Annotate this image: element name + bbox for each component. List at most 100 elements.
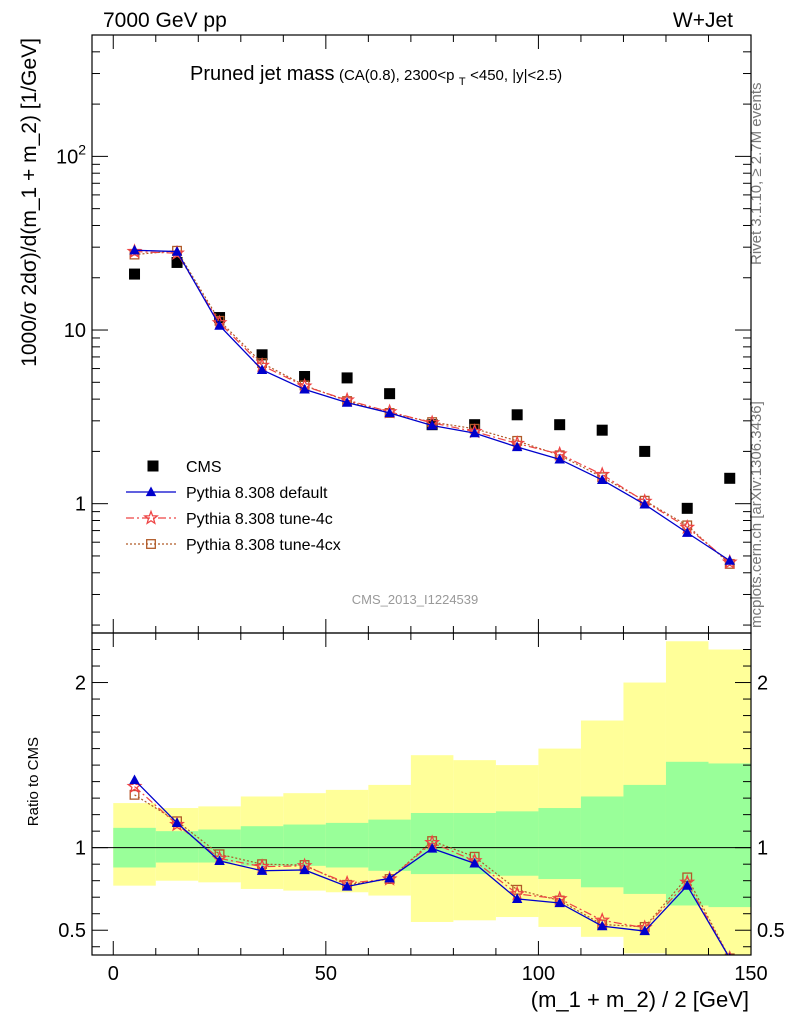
rivet-label: Rivet 3.1.10, ≥ 2.7M events [748,83,765,266]
main-point-default-7 [426,419,438,430]
main-point-cms-6 [384,388,396,400]
main-point-default-10 [554,453,565,464]
y-tick-ratio-label-left-1: 1 [75,838,86,860]
main-point-cms-4 [299,370,311,382]
main-data [126,243,738,570]
legend-item-tune4c: Pythia 8.308 tune-4c [126,509,333,528]
ratio-point-tune4cx-0 [129,789,140,800]
plot-title: Pruned jet mass (CA(0.8), 2300<p T <450,… [190,63,562,89]
band-inner-9 [495,811,539,876]
main-point-default-11 [596,474,608,485]
x-tick-label-0: 0 [108,963,119,985]
main-point-cms-0 [129,268,141,280]
main-point-cms-5 [341,372,353,384]
y-tick-ratio-label-left-2: 2 [75,673,86,695]
band-inner-14 [708,763,751,908]
legend-item-tune4cx: Pythia 8.308 tune-4cx [126,537,341,554]
ratio-frame [91,632,752,956]
y-ticks-ratio: 0.5 0.5 1 1 2 2 [58,649,785,948]
y-axis-label-ratio: Ratio to CMS [25,737,42,826]
y-tick-base: 10 [56,146,78,168]
main-point-cms-9 [511,409,523,421]
ratio-point-default-7 [426,842,438,853]
x-tick-label-50: 50 [315,963,337,985]
ratio-point-default-4 [299,864,310,875]
y-tick-ratio-label-right-1: 1 [757,838,768,860]
legend-label-default: Pythia 8.308 default [186,485,328,502]
plot-title-sub-b: <450, |y|<2.5) [470,67,562,84]
main-point-default-2 [214,320,225,330]
main-point-default-9 [511,441,523,452]
legend-item-cms: CMS [147,459,222,476]
header-right: W+Jet [673,9,733,32]
main-point-cms-14 [724,472,736,484]
main-point-default-5 [341,397,353,407]
ratio-bands [113,641,751,955]
ratio-line-tune4c [134,786,729,955]
y-tick-exp: 2 [78,141,86,157]
ratio-series-default [129,774,731,955]
legend-label-tune4c: Pythia 8.308 tune-4c [186,511,333,528]
main-point-cms-11 [596,424,608,436]
ratio-point-default-0 [129,774,140,785]
plot-title-main: Pruned jet mass [190,63,335,85]
ratio-point-default-3 [256,865,268,875]
y-tick-label-100: 102 [56,141,86,168]
mcplots-label: mcplots.cern.ch [arXiv:1306.3436] [748,401,765,628]
ratio-point-default-8 [469,857,480,868]
band-inner-5 [325,822,369,868]
x-tick-label-150: 150 [734,963,767,985]
y-tick-ratio-label-left-0.5: 0.5 [58,920,86,942]
main-point-default-1 [171,246,183,256]
legend-label-cms: CMS [186,459,222,476]
main-point-cms-1 [171,256,183,268]
ratio-point-default-10 [554,897,565,908]
y-axis-label-main: 1000/σ 2dσ)/d(m_1 + m_2) [1/GeV] [18,38,41,367]
main-point-default-3 [256,364,268,374]
main-point-default-0 [129,244,140,255]
ratio-point-default-11 [596,920,608,931]
main-series-default [129,244,735,565]
ratio-point-default-1 [171,817,183,828]
legend-marker-cms [147,460,159,472]
main-point-default-13 [682,527,693,537]
ratio-point-default-5 [341,880,353,891]
header-left: 7000 GeV pp [103,9,227,32]
y-tick-label-1: 1 [75,494,86,516]
legend-item-default: Pythia 8.308 default [126,485,328,502]
ratio-point-tune4c-1 [169,816,185,832]
ratio-point-default-13 [682,880,693,890]
main-point-tune4c-14 [721,553,738,570]
band-inner-11 [580,796,624,888]
main-point-cms-12 [639,445,651,457]
band-inner-12 [623,784,666,894]
ratio-point-default-12 [639,925,650,936]
plot-title-sub-sub: T [459,76,466,88]
ratio-point-default-2 [214,855,225,866]
x-axis-label: (m_1 + m_2) / 2 [GeV] [531,987,749,1012]
legend-marker-tune4cx [146,539,156,549]
legend-marker-tune4c [143,509,159,525]
band-inner-6 [368,819,411,871]
main-point-default-4 [299,383,310,394]
main-point-default-12 [639,498,650,509]
ratio-data [126,774,735,955]
ratio-line-tune4cx [134,794,729,955]
legend-label-tune4cx: Pythia 8.308 tune-4cx [186,537,341,554]
y-tick-ratio-label-right-0.5: 0.5 [757,920,785,942]
main-point-default-8 [469,427,480,438]
x-ticks: 0 50 100 150 [108,35,768,985]
main-point-cms-13 [681,502,693,514]
main-point-default-6 [384,407,395,418]
legend-marker-default [145,486,157,497]
ratio-point-default-6 [384,872,395,883]
main-point-default-14 [724,555,735,565]
legend: CMS Pythia 8.308 default Pythia 8.308 tune… [126,459,341,554]
ratio-point-default-9 [511,893,523,903]
plot-title-sub-a: (CA(0.8), 2300<p [339,67,454,84]
y-tick-label-10: 10 [64,320,86,342]
band-inner-10 [538,808,581,880]
y-tick-ratio-label-right-2: 2 [757,673,768,695]
